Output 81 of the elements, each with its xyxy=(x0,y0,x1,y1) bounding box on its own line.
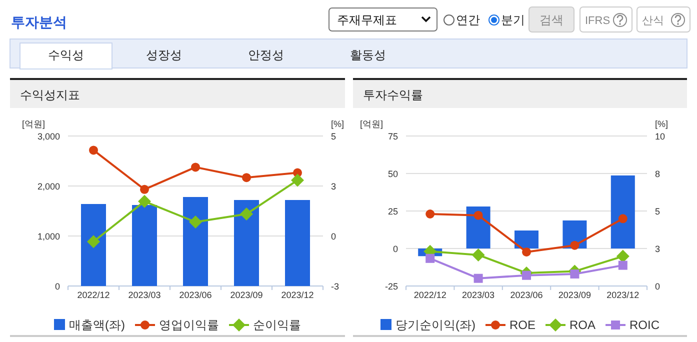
bar xyxy=(132,205,157,286)
point xyxy=(472,248,485,262)
y2-tick-label: 0 xyxy=(331,232,336,242)
point xyxy=(291,174,304,187)
x-tick-label: 2023/09 xyxy=(558,290,591,300)
y2-tick-label: 5 xyxy=(331,132,336,142)
text: 성장성 xyxy=(146,48,182,62)
point xyxy=(240,208,253,220)
chart-title: 투자수익률 xyxy=(363,88,423,102)
point xyxy=(618,260,628,270)
y2-tick-label: -3 xyxy=(331,282,340,292)
y2-tick-label: 0 xyxy=(655,282,660,292)
text: 검색 xyxy=(540,13,564,27)
x-tick-label: 2023/09 xyxy=(230,290,263,300)
y-tick-label: 75 xyxy=(388,132,398,142)
legend-label: 매출액(좌) xyxy=(69,318,125,332)
y-tick-label: 0 xyxy=(392,244,398,254)
text: 투자분석 xyxy=(11,14,67,30)
x-tick-label: 2022/12 xyxy=(414,290,446,300)
legend-label: 당기순이익(좌) xyxy=(395,318,476,332)
text: IFRS xyxy=(585,15,610,27)
point xyxy=(570,270,580,278)
text: 분기 xyxy=(501,13,525,27)
text: 수익성 xyxy=(48,48,84,62)
chart-title: 수익성지표 xyxy=(20,88,80,102)
y2-axis-title: [%] xyxy=(655,119,668,129)
bar xyxy=(285,200,310,286)
y-tick-label: -25 xyxy=(384,282,398,292)
y2-tick-label: 8 xyxy=(655,169,660,179)
point xyxy=(191,162,200,172)
point xyxy=(426,210,435,218)
legend-label: 영업이익률 xyxy=(159,318,219,332)
legend-label: 순이익률 xyxy=(253,318,301,332)
y-tick-label: 25 xyxy=(388,206,398,216)
bar xyxy=(183,197,208,286)
y-axis-title: [억원] xyxy=(22,119,46,129)
bar xyxy=(466,206,490,248)
y2-axis-title: [%] xyxy=(331,119,344,129)
point xyxy=(89,146,98,155)
y2-tick-label: 10 xyxy=(655,132,666,142)
x-tick-label: 2023/06 xyxy=(510,290,543,300)
legend-label: ROIC xyxy=(630,318,660,332)
text: 산식 xyxy=(642,15,664,27)
x-tick-label: 2022/12 xyxy=(77,290,110,300)
y-tick-label: 50 xyxy=(388,169,398,179)
y-axis-title: [억원] xyxy=(360,119,384,129)
x-tick-label: 2023/03 xyxy=(128,290,161,300)
y2-tick-label: 5 xyxy=(655,206,660,216)
point xyxy=(522,247,531,256)
legend-label: ROA xyxy=(570,318,596,332)
x-tick-label: 2023/06 xyxy=(179,290,212,300)
bar xyxy=(81,204,106,286)
text: 활동성 xyxy=(350,48,386,62)
point xyxy=(570,240,580,250)
text: 연간 xyxy=(456,13,480,27)
point xyxy=(138,194,151,208)
text: 안정성 xyxy=(248,48,284,62)
x-tick-label: 2023/12 xyxy=(281,290,314,300)
point xyxy=(189,216,202,228)
point xyxy=(426,254,435,263)
point xyxy=(616,250,630,263)
y-tick-label: 0 xyxy=(54,282,60,292)
bar xyxy=(514,230,538,248)
x-tick-label: 2023/12 xyxy=(606,290,640,300)
y2-tick-label: 3 xyxy=(655,244,660,254)
x-tick-label: 2023/03 xyxy=(462,290,495,300)
point xyxy=(87,235,100,248)
text: 주재무제표 xyxy=(337,13,397,27)
y-tick-label: 2,000 xyxy=(37,182,60,192)
bar xyxy=(610,175,635,248)
point xyxy=(140,184,149,194)
point xyxy=(618,214,628,224)
point xyxy=(474,210,483,220)
legend-label: ROE xyxy=(509,318,536,332)
point xyxy=(474,274,483,283)
point xyxy=(522,270,531,280)
bar xyxy=(234,200,259,286)
y-tick-label: 1,000 xyxy=(37,232,60,242)
y2-tick-label: 3 xyxy=(331,182,336,192)
y-tick-label: 3,000 xyxy=(37,132,60,142)
point xyxy=(242,173,251,182)
